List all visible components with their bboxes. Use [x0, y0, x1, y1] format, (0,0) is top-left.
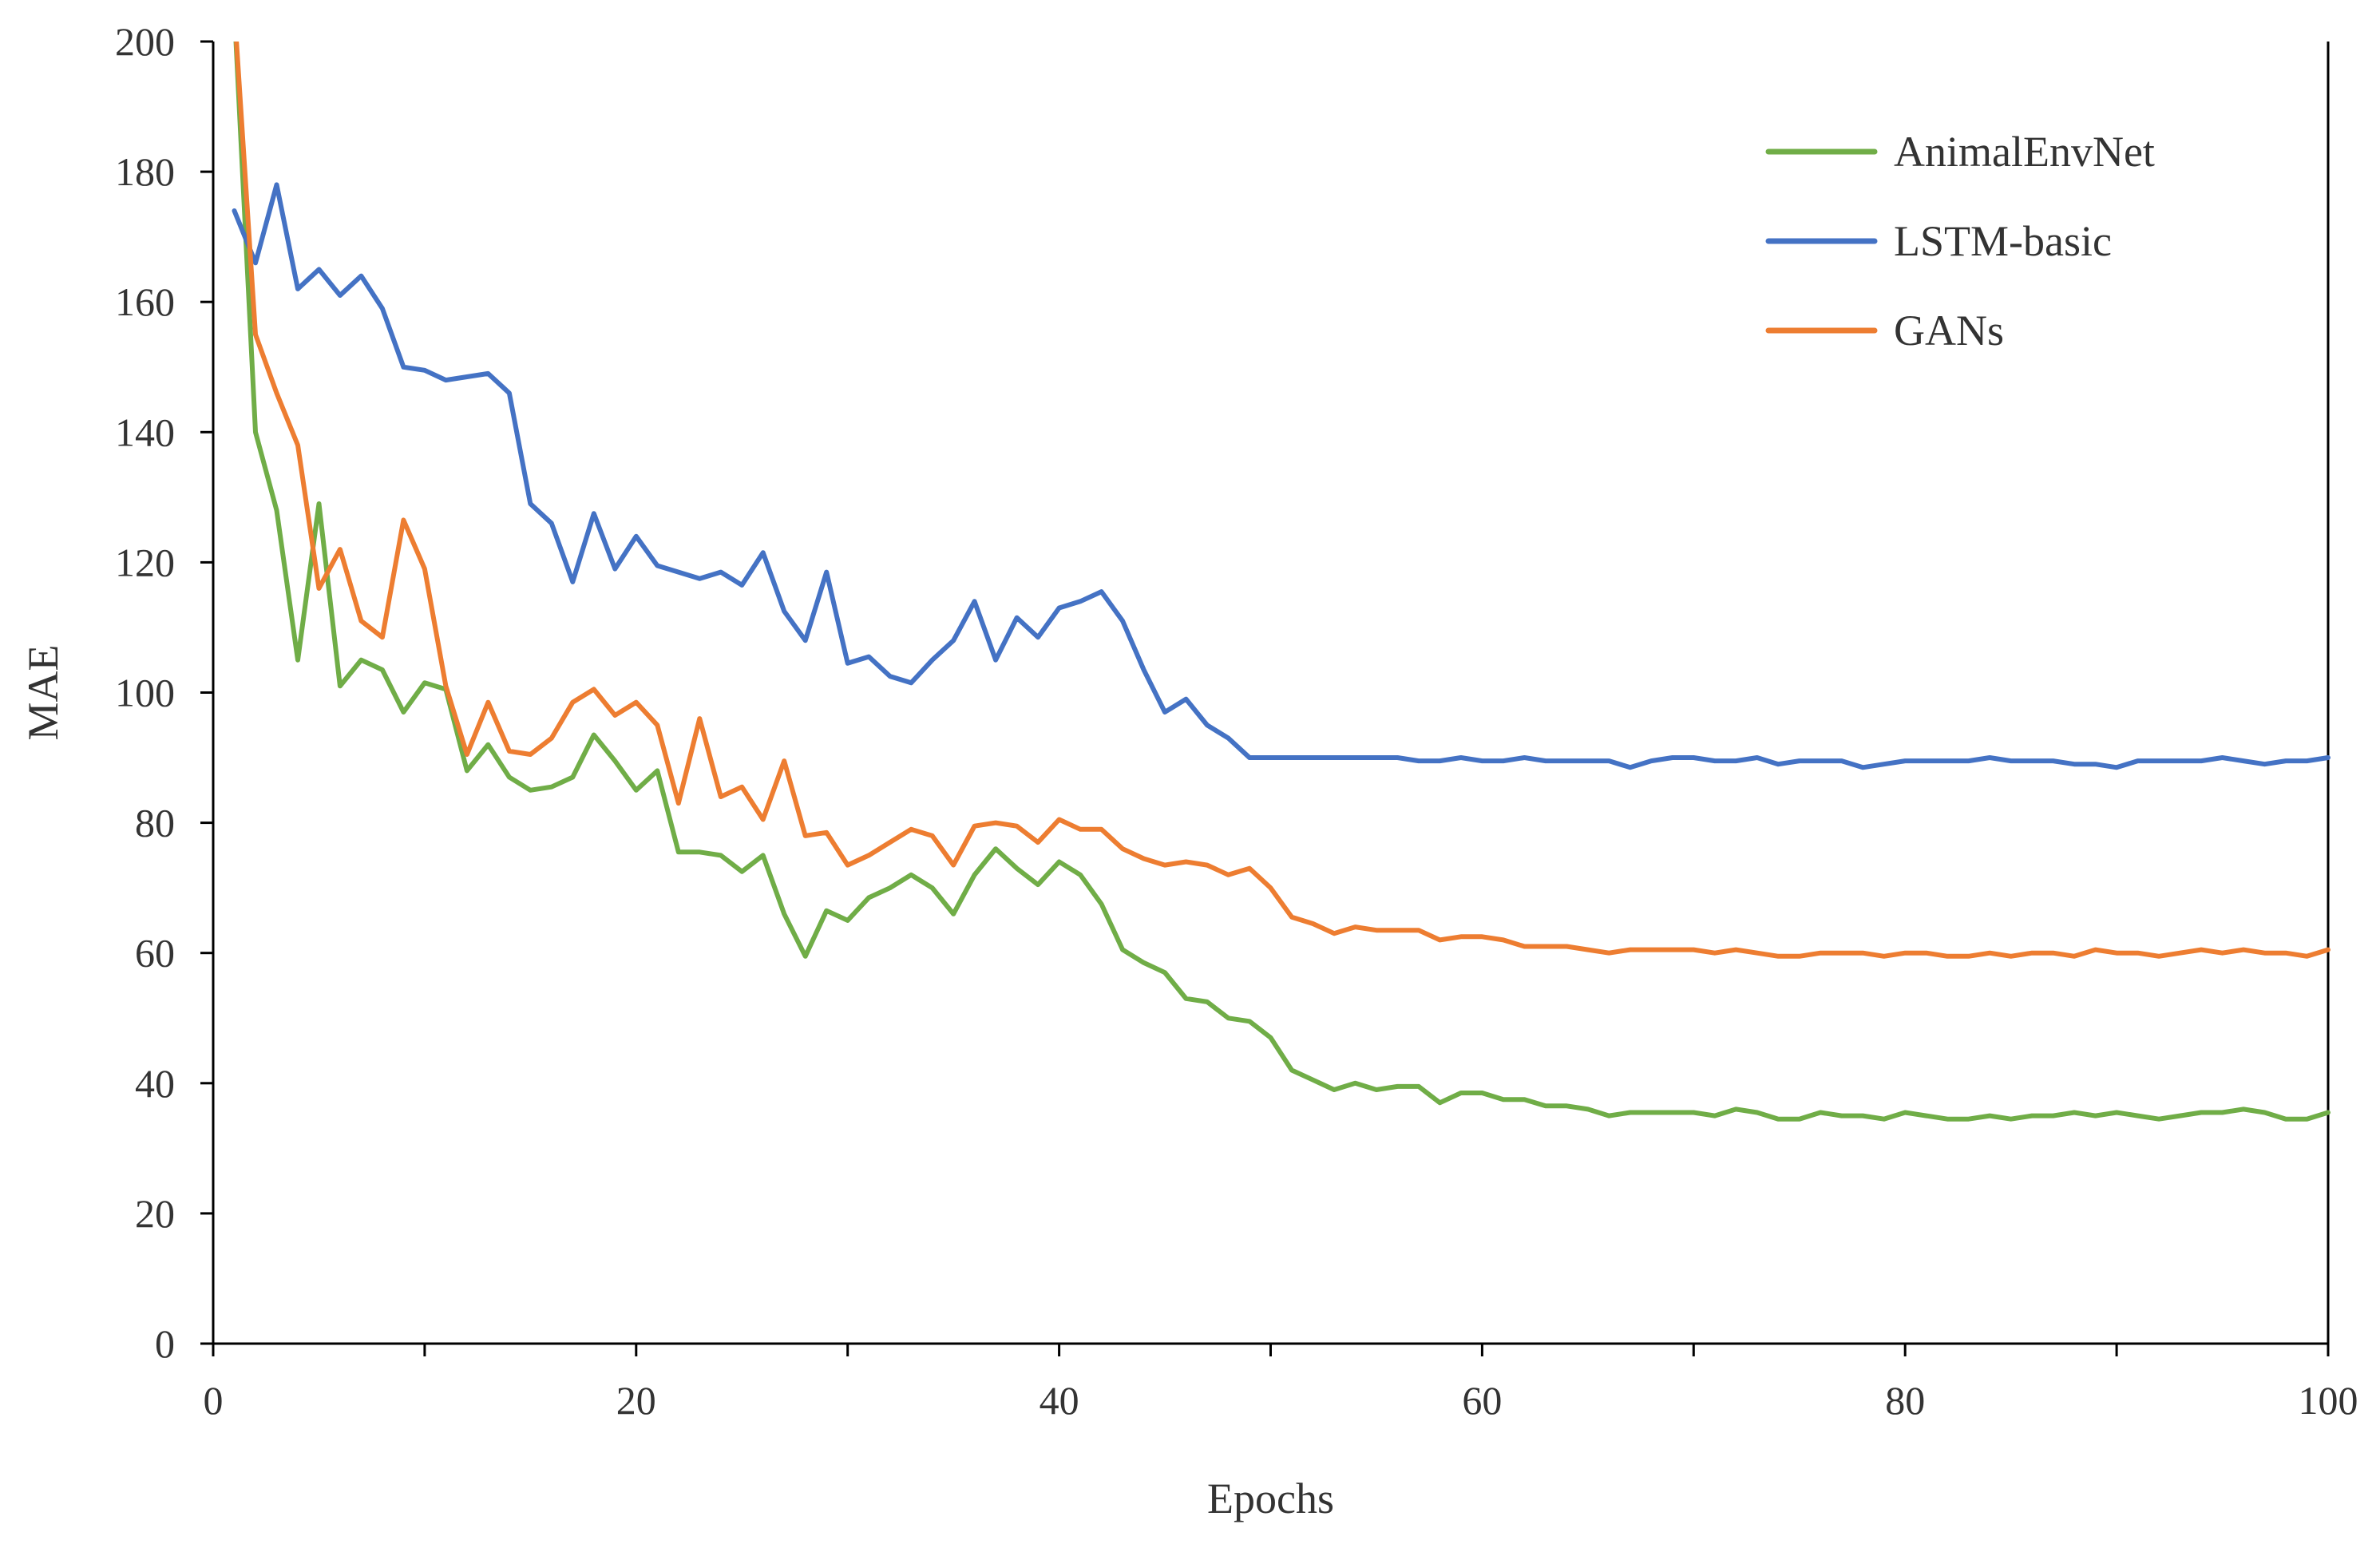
- series-line-animalenvnet: [233, 42, 2330, 1122]
- legend-label: AnimalEnvNet: [1894, 128, 2155, 176]
- x-tick-label: 100: [2299, 1378, 2358, 1423]
- legend-label: GANs: [1894, 307, 2004, 354]
- y-tick-label: 40: [135, 1061, 175, 1106]
- x-tick-label: 20: [616, 1378, 656, 1423]
- y-axis-title: MAE: [19, 645, 67, 741]
- y-tick-label: 0: [155, 1321, 175, 1366]
- x-axis-title: Epochs: [1207, 1475, 1334, 1522]
- series-line-gans: [234, 42, 2330, 959]
- x-tick-label: 0: [204, 1378, 224, 1423]
- y-tick-label: 120: [115, 540, 175, 584]
- y-tick-label: 60: [135, 931, 175, 976]
- legend-item: GANs: [1765, 307, 2004, 354]
- y-tick-label: 140: [115, 410, 175, 454]
- y-tick-label: 200: [115, 19, 175, 64]
- y-tick-label: 80: [135, 801, 175, 845]
- y-tick-label: 160: [115, 279, 175, 324]
- series-line-lstm-basic: [232, 182, 2330, 770]
- series-group: [232, 42, 2330, 1122]
- x-tick-label: 40: [1040, 1378, 1079, 1423]
- legend-label: LSTM-basic: [1894, 217, 2112, 265]
- x-tick-label: 60: [1462, 1378, 1502, 1423]
- legend-item: LSTM-basic: [1765, 217, 2112, 265]
- y-tick-label: 180: [115, 149, 175, 194]
- y-tick-label: 100: [115, 671, 175, 715]
- legend: AnimalEnvNet LSTM-basic GANs: [1765, 128, 2155, 354]
- x-tick-label: 80: [1885, 1378, 1925, 1423]
- y-tick-label: 20: [135, 1191, 175, 1236]
- y-axis: 0 20 40 60 80 100 120 140 160 180 200: [115, 19, 213, 1366]
- legend-item: AnimalEnvNet: [1765, 128, 2155, 176]
- x-axis: 0 20 40 60 80 100: [204, 1344, 2358, 1423]
